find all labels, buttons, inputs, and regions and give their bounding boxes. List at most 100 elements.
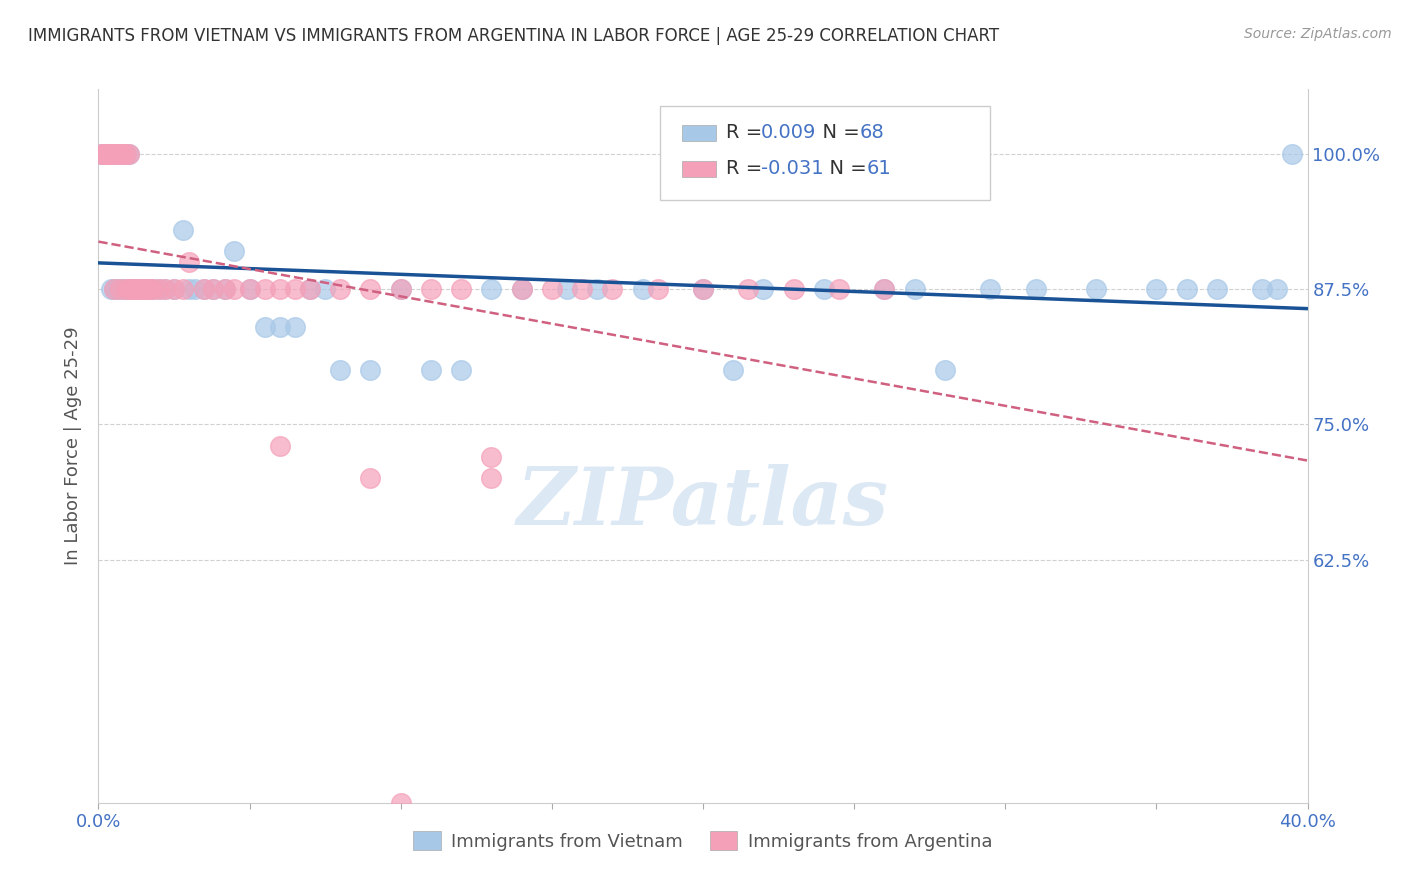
Point: [153, 282, 176, 296]
Point: [124, 282, 146, 296]
Point: [420, 363, 443, 377]
Point: [202, 282, 225, 296]
Point: [96, 147, 118, 161]
Point: [111, 147, 134, 161]
Point: [647, 282, 669, 296]
Point: [1267, 282, 1289, 296]
Point: [179, 255, 201, 269]
Point: [96, 147, 118, 161]
Point: [172, 223, 194, 237]
Point: [224, 282, 246, 296]
Point: [118, 147, 141, 161]
Point: [121, 282, 143, 296]
Point: [100, 282, 122, 296]
Point: [873, 282, 896, 296]
Point: [105, 282, 128, 296]
Point: [602, 282, 624, 296]
Legend: Immigrants from Vietnam, Immigrants from Argentina: Immigrants from Vietnam, Immigrants from…: [406, 824, 1000, 858]
Point: [510, 282, 533, 296]
Point: [100, 147, 122, 161]
Point: [132, 282, 155, 296]
Point: [105, 147, 128, 161]
Point: [389, 796, 412, 810]
Point: [111, 147, 134, 161]
Point: [1144, 282, 1167, 296]
Point: [904, 282, 927, 296]
Text: R =: R =: [725, 159, 768, 178]
Point: [214, 282, 236, 296]
Point: [314, 282, 336, 296]
Point: [723, 363, 745, 377]
Point: [253, 320, 276, 334]
Point: [253, 282, 276, 296]
Y-axis label: In Labor Force | Age 25-29: In Labor Force | Age 25-29: [65, 326, 83, 566]
Point: [121, 282, 143, 296]
Point: [172, 282, 194, 296]
Point: [214, 282, 236, 296]
Point: [571, 282, 593, 296]
Point: [692, 282, 714, 296]
Point: [179, 282, 201, 296]
Point: [148, 282, 170, 296]
Point: [105, 147, 128, 161]
Point: [239, 282, 262, 296]
Point: [934, 363, 956, 377]
Point: [284, 320, 307, 334]
Point: [108, 147, 131, 161]
Point: [114, 282, 136, 296]
Point: [269, 282, 291, 296]
Point: [163, 282, 186, 296]
Point: [114, 147, 136, 161]
Point: [828, 282, 851, 296]
Point: [692, 282, 714, 296]
Point: [124, 282, 146, 296]
Text: Source: ZipAtlas.com: Source: ZipAtlas.com: [1244, 27, 1392, 41]
Point: [103, 147, 125, 161]
Point: [360, 471, 382, 485]
Point: [1251, 282, 1274, 296]
Text: N =: N =: [817, 159, 873, 178]
Point: [111, 147, 134, 161]
Point: [135, 282, 157, 296]
Point: [586, 282, 609, 296]
Point: [783, 282, 806, 296]
Point: [752, 282, 775, 296]
Point: [481, 450, 503, 464]
Point: [269, 320, 291, 334]
Point: [360, 282, 382, 296]
Point: [93, 147, 115, 161]
Point: [139, 282, 162, 296]
Point: [420, 282, 443, 296]
Point: [202, 282, 225, 296]
Point: [118, 282, 141, 296]
Point: [184, 282, 207, 296]
Text: 0.009: 0.009: [761, 123, 817, 143]
Point: [139, 282, 162, 296]
Point: [100, 147, 122, 161]
Point: [299, 282, 322, 296]
Point: [389, 282, 412, 296]
Point: [873, 282, 896, 296]
Text: N =: N =: [810, 123, 866, 143]
Point: [118, 282, 141, 296]
Point: [108, 147, 131, 161]
Point: [111, 282, 134, 296]
Point: [299, 282, 322, 296]
Point: [631, 282, 654, 296]
Point: [1085, 282, 1108, 296]
Point: [121, 282, 143, 296]
Point: [1175, 282, 1198, 296]
Point: [737, 282, 759, 296]
Point: [269, 439, 291, 453]
Point: [193, 282, 215, 296]
Point: [142, 282, 165, 296]
Point: [118, 147, 141, 161]
Text: -0.031: -0.031: [761, 159, 824, 178]
Point: [114, 147, 136, 161]
Point: [127, 282, 149, 296]
Text: 68: 68: [859, 123, 884, 143]
Point: [100, 147, 122, 161]
Point: [153, 282, 176, 296]
Point: [114, 282, 136, 296]
Point: [360, 363, 382, 377]
